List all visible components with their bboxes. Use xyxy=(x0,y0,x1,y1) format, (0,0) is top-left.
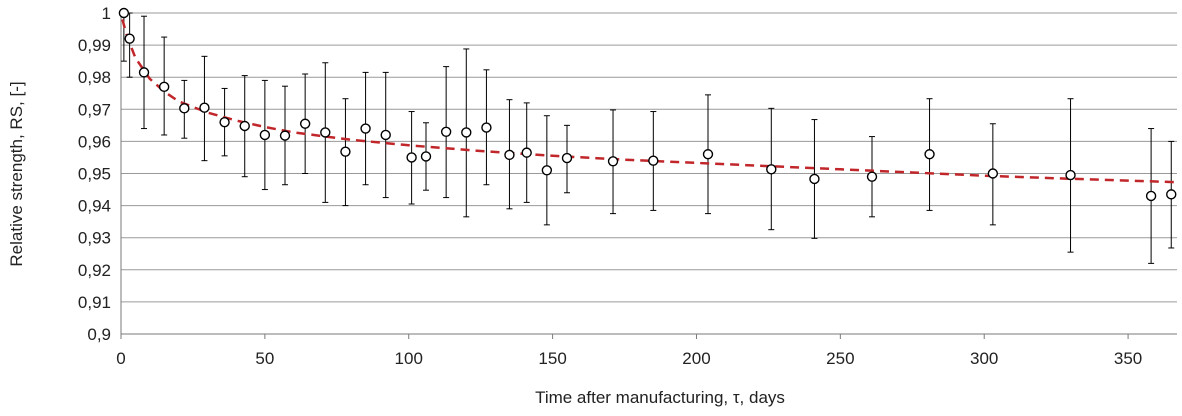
y-tick-label: 0,96 xyxy=(78,132,111,151)
x-tick-label: 100 xyxy=(395,349,423,368)
x-tick-label: 0 xyxy=(116,349,125,368)
x-tick-labels: 0 50 100 150 200 250 300 350 xyxy=(116,349,1142,368)
data-point xyxy=(239,120,250,132)
data-point xyxy=(541,165,553,176)
x-tick-label: 150 xyxy=(538,349,566,368)
x-tick-label: 50 xyxy=(255,349,274,368)
y-tick-label: 0,94 xyxy=(78,197,111,216)
data-point xyxy=(118,7,130,19)
data-point xyxy=(179,103,190,114)
data-point xyxy=(521,147,532,158)
x-axis-title: Time after manufacturing, τ, days xyxy=(535,388,785,407)
x-tick-label: 300 xyxy=(970,349,998,368)
y-tick-labels: 0,9 0,91 0,92 0,93 0,94 0,95 0,96 0,97 0,98 0,99 1 xyxy=(78,4,111,344)
y-tick-label: 0,97 xyxy=(78,100,111,119)
axes xyxy=(120,13,1177,339)
data-points xyxy=(118,7,1177,202)
data-point xyxy=(320,127,331,138)
data-point xyxy=(199,102,210,113)
data-point xyxy=(124,33,135,44)
data-point xyxy=(766,164,777,175)
data-point xyxy=(461,127,472,138)
data-point xyxy=(340,146,351,157)
data-point xyxy=(481,122,492,133)
data-point xyxy=(924,149,935,160)
data-point xyxy=(138,67,150,78)
data-point xyxy=(1145,190,1157,202)
data-point xyxy=(702,149,714,160)
data-point xyxy=(1166,189,1177,200)
data-point xyxy=(648,155,659,166)
y-tick-label: 0,93 xyxy=(78,229,111,248)
x-tick-label: 200 xyxy=(682,349,710,368)
y-tick-label: 0,9 xyxy=(87,325,111,344)
data-point xyxy=(380,129,391,141)
data-point xyxy=(440,126,452,137)
y-tick-label: 0,95 xyxy=(78,165,111,184)
data-point xyxy=(420,151,432,162)
data-point xyxy=(1065,169,1076,181)
data-point xyxy=(158,81,170,93)
y-tick-label: 0,98 xyxy=(78,68,111,87)
data-point xyxy=(809,173,820,185)
data-point xyxy=(561,152,573,164)
error-bars xyxy=(120,12,1175,264)
data-point xyxy=(219,116,230,128)
data-point xyxy=(987,168,999,179)
data-point xyxy=(406,152,417,163)
y-tick-label: 1 xyxy=(102,4,111,23)
x-tick-label: 250 xyxy=(826,349,854,368)
data-point xyxy=(259,129,271,141)
data-point xyxy=(504,149,515,161)
data-point xyxy=(607,156,619,167)
x-tick-label: 350 xyxy=(1114,349,1142,368)
y-tick-label: 0,91 xyxy=(78,293,111,312)
grid xyxy=(121,12,1177,335)
data-point xyxy=(866,171,878,182)
y-axis-title: Relative strength, RS, [-] xyxy=(7,81,26,266)
y-tick-label: 0,99 xyxy=(78,36,111,55)
y-tick-label: 0,92 xyxy=(78,261,111,280)
data-point xyxy=(299,118,311,129)
data-point xyxy=(279,130,291,141)
data-point xyxy=(360,123,371,134)
